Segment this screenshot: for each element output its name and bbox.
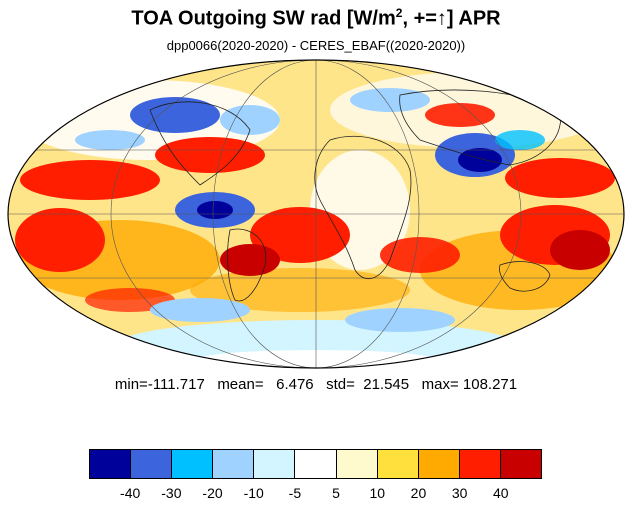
map-field: [8, 60, 624, 368]
colorbar-label: -40: [120, 485, 141, 501]
colorbar-swatch: [377, 450, 419, 478]
stats-line: min=-111.717 mean= 6.476 std= 21.545 max…: [114, 376, 518, 393]
colorbar-swatch: [213, 450, 255, 478]
colorbar-swatch: [90, 450, 132, 478]
colorbar-label: 10: [369, 485, 386, 501]
colorbar-swatch: [295, 450, 337, 478]
colorbar-label: -5: [288, 485, 302, 501]
map-subtitle: dpp0066(2020-2020) - CERES_EBAF((2020-20…: [166, 38, 466, 53]
coastlines: [149, 89, 562, 302]
colorbar-labels: -40 -30 -20 -10 -5 5 10 20 30 40: [89, 485, 542, 503]
colorbar-label: 5: [332, 485, 340, 501]
colorbar-label: 30: [451, 485, 468, 501]
colorbar: [89, 449, 542, 479]
colorbar-swatch: [459, 450, 501, 478]
colorbar-label: 40: [493, 485, 509, 501]
colorbar-swatch: [131, 450, 173, 478]
map-title: TOA Outgoing SW rad [W/m2, +=↑] APR: [0, 6, 632, 31]
title-superscript: 2: [395, 6, 403, 20]
colorbar-label: -30: [161, 485, 182, 501]
map-border: [7, 59, 625, 369]
colorbar-label: 20: [410, 485, 427, 501]
colorbar-swatch: [336, 450, 378, 478]
colorbar-swatch: [172, 450, 214, 478]
title-tail: , +=↑] APR: [402, 7, 501, 30]
colorbar-label: -10: [243, 485, 264, 501]
colorbar-swatch: [418, 450, 460, 478]
title-main: TOA Outgoing SW rad [W/m: [131, 7, 396, 30]
colorbar-swatch: [254, 450, 296, 478]
colorbar-swatch: [500, 450, 542, 478]
colorbar-label: -20: [202, 485, 223, 501]
graticule: [8, 60, 624, 368]
